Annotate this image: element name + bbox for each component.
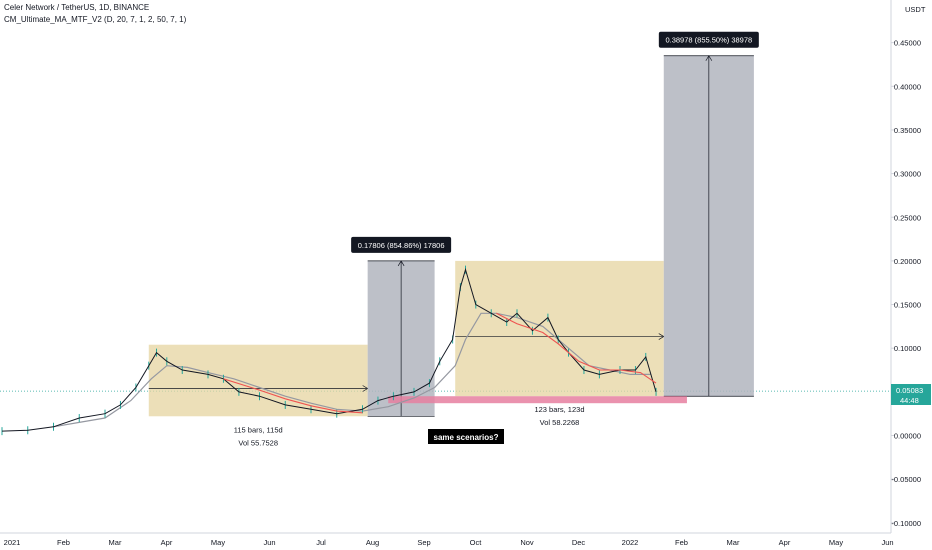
x-tick-label-9: Oct xyxy=(470,538,483,547)
x-tick-label-4: May xyxy=(211,538,225,547)
y-tick-label-10: -0.05000 xyxy=(891,475,921,484)
y-tick-label-2: 0.35000 xyxy=(894,126,921,135)
x-tick-label-10: Nov xyxy=(520,538,534,547)
range-bars-label-2: 123 bars, 123d xyxy=(534,405,584,414)
y-tick-label-11: -0.10000 xyxy=(891,519,921,528)
x-tick-label-7: Aug xyxy=(366,538,379,547)
x-tick-label-12: 2022 xyxy=(622,538,639,547)
x-tick-label-15: Apr xyxy=(779,538,791,547)
x-tick-label-1: Feb xyxy=(57,538,70,547)
y-tick-label-3: 0.30000 xyxy=(894,170,921,179)
target-label-1: 0.17806 (854.86%) 17806 xyxy=(358,241,445,250)
x-tick-label-17: Jun xyxy=(881,538,893,547)
range-zone-0 xyxy=(148,344,368,417)
ma-line xyxy=(53,312,651,428)
y-tick-label-6: 0.15000 xyxy=(894,301,921,310)
y-tick-label-5: 0.20000 xyxy=(894,257,921,266)
range-zone-2 xyxy=(455,260,664,397)
range-vol-label-0: Vol 55.7528 xyxy=(238,438,278,447)
range-vol-label-2: Vol 58.2268 xyxy=(540,418,580,427)
x-tick-label-8: Sep xyxy=(417,538,430,547)
y-tick-label-1: 0.40000 xyxy=(894,82,921,91)
range-bars-label-0: 115 bars, 115d xyxy=(234,425,283,434)
y-tick-label-4: 0.25000 xyxy=(894,213,921,222)
y-tick-label-0: 0.45000 xyxy=(894,39,921,48)
fast-ma-line-0 xyxy=(223,378,363,414)
x-tick-label-2: Mar xyxy=(109,538,122,547)
axis-currency: USDT xyxy=(905,5,926,14)
fast-ma-line-1 xyxy=(496,312,657,384)
y-tick-label-7: 0.10000 xyxy=(894,344,921,353)
support-zone xyxy=(388,396,687,404)
annotation-text: same scenarios? xyxy=(434,433,499,442)
x-tick-label-6: Jul xyxy=(316,538,326,547)
x-tick-label-14: Mar xyxy=(727,538,740,547)
last-price-value: 0.05083 xyxy=(896,386,923,395)
indicator-label[interactable]: CM_Ultimate_MA_MTF_V2 (D, 20, 7, 1, 2, 5… xyxy=(4,15,187,24)
y-tick-label-9: 0.00000 xyxy=(894,432,921,441)
target-label-bg-1 xyxy=(351,236,452,253)
chart-title: Celer Network / TetherUS, 1D, BINANCE xyxy=(4,3,150,12)
annotation-bg xyxy=(428,429,504,444)
target-label-3: 0.38978 (855.50%) 38978 xyxy=(665,36,752,45)
time-axis[interactable]: 2021 Feb Mar Apr May Jun Jul Aug Sep Oct Nov Dec 202… xyxy=(0,532,894,547)
x-tick-label-0: 2021 xyxy=(4,538,21,547)
price-axis[interactable]: USDT 0.45000 0.40000 0.35000 0.30000 0.25000… xyxy=(890,0,926,533)
x-tick-label-5: Jun xyxy=(263,538,275,547)
last-price-badge: 0.05083 44:48 xyxy=(891,384,931,405)
price-line xyxy=(1,267,657,432)
x-tick-label-13: Feb xyxy=(675,538,688,547)
last-price-countdown: 44:48 xyxy=(900,396,919,405)
x-tick-label-16: May xyxy=(829,538,843,547)
target-label-bg-3 xyxy=(658,31,759,48)
x-tick-label-3: Apr xyxy=(161,538,173,547)
x-tick-label-11: Dec xyxy=(572,538,586,547)
